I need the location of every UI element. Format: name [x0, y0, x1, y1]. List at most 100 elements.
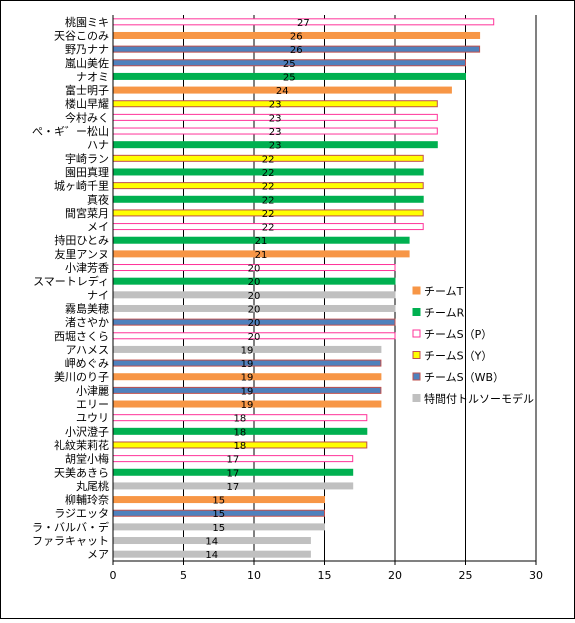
- data-label: 22: [262, 209, 275, 220]
- legend-label: チームT: [424, 285, 464, 298]
- data-label: 20: [248, 291, 261, 302]
- category-label: アハメス: [65, 343, 109, 356]
- data-label: 22: [262, 223, 275, 234]
- category-label: 小沢澄子: [65, 424, 109, 438]
- category-label: メイ: [87, 221, 109, 234]
- data-label: 23: [269, 100, 282, 111]
- data-label: 18: [234, 414, 247, 425]
- legend-swatch: [412, 394, 421, 402]
- category-label: ハナ: [87, 139, 109, 152]
- data-label: 17: [226, 455, 239, 466]
- legend-label: チームS（P）: [424, 328, 492, 341]
- category-label: 持田ひとみ: [54, 233, 109, 247]
- data-label: 19: [241, 400, 254, 411]
- x-tick-label: 0: [110, 569, 117, 582]
- data-label: 20: [248, 264, 261, 275]
- legend-label: 特間付トルソーモデル: [424, 392, 534, 406]
- x-tick-label: 25: [459, 569, 473, 582]
- data-label: 20: [248, 277, 261, 288]
- legend-label: チームS（Y）: [424, 350, 492, 363]
- category-label: ラジエッタ: [54, 507, 109, 520]
- category-label: 西堀さくら: [54, 330, 109, 343]
- category-label: 友里アンヌ: [54, 247, 109, 261]
- category-label: 美川のり子: [54, 371, 109, 384]
- data-label: 20: [248, 318, 261, 329]
- data-label: 24: [276, 86, 289, 97]
- data-label: 20: [248, 304, 261, 315]
- legend-swatch: [412, 351, 421, 359]
- data-label: 19: [241, 345, 254, 356]
- data-label: 23: [269, 141, 282, 152]
- category-label: 渚さやか: [65, 316, 109, 329]
- category-label: ユウリ: [76, 412, 109, 425]
- legend-swatch: [412, 308, 421, 316]
- data-label: 26: [290, 45, 303, 56]
- x-tick-label: 20: [388, 569, 402, 582]
- category-label: 天谷このみ: [54, 29, 109, 42]
- category-label: 間宮菜月: [65, 206, 109, 220]
- category-label: 城ヶ崎千里: [54, 179, 109, 193]
- data-label: 27: [297, 18, 310, 29]
- data-label: 17: [226, 468, 239, 479]
- data-label: 19: [241, 373, 254, 384]
- category-label: 岬めぐみ: [65, 357, 109, 370]
- legend-swatch: [412, 329, 421, 338]
- data-label: 22: [262, 168, 275, 179]
- x-tick-label: 10: [247, 569, 261, 582]
- category-label: 胡堂小梅: [65, 452, 109, 466]
- category-label: 富士明子: [65, 83, 109, 97]
- data-label: 15: [212, 523, 225, 534]
- data-label: 26: [290, 31, 303, 42]
- category-label: 園田真理: [65, 165, 109, 179]
- category-label: ぺ・ギ゛ー松山: [32, 124, 109, 138]
- category-label: 真夜: [87, 192, 109, 206]
- category-label: ナオミ: [76, 70, 109, 83]
- legend-swatch: [412, 372, 421, 381]
- category-label: 宇崎ラン: [65, 151, 109, 165]
- category-label: 霧島美穂: [65, 301, 109, 315]
- category-label: ナイ: [87, 289, 109, 302]
- category-label: ラ・バルバ・デ: [32, 520, 109, 534]
- x-tick-label: 15: [318, 569, 332, 582]
- category-label: スマートレディ: [33, 274, 109, 288]
- data-label: 18: [234, 427, 247, 438]
- category-label: エリー: [76, 398, 109, 411]
- category-label: 柳輔玲奈: [65, 493, 109, 507]
- data-label: 14: [205, 537, 218, 548]
- data-label: 22: [262, 195, 275, 206]
- data-label: 23: [269, 113, 282, 124]
- x-tick-label: 30: [529, 569, 543, 582]
- category-label: 天美あきら: [54, 466, 109, 479]
- data-label: 19: [241, 386, 254, 397]
- data-label: 22: [262, 154, 275, 165]
- data-label: 21: [255, 250, 268, 261]
- category-label: 丸尾桃: [76, 479, 109, 493]
- category-label: 嵐山美佐: [65, 56, 109, 70]
- legend-label: チームR: [424, 307, 465, 320]
- category-label: ファラキャット: [32, 535, 109, 548]
- legend-label: チームS（WB）: [424, 371, 504, 384]
- category-label: メア: [87, 548, 109, 561]
- legend-swatch: [412, 286, 421, 295]
- data-label: 21: [255, 236, 268, 247]
- data-label: 20: [248, 332, 261, 343]
- data-label: 18: [234, 441, 247, 452]
- category-label: 楼山早耀: [65, 97, 109, 111]
- data-label: 15: [212, 509, 225, 520]
- data-label: 15: [212, 496, 225, 507]
- category-label: 桃園ミキ: [65, 15, 109, 29]
- x-tick-label: 5: [180, 569, 187, 582]
- category-label: 小津芳香: [65, 261, 109, 275]
- data-label: 14: [205, 550, 218, 561]
- data-label: 17: [226, 482, 239, 493]
- data-label: 22: [262, 182, 275, 193]
- category-label: 野乃ナナ: [65, 43, 109, 56]
- category-label: 礼紋茉莉花: [54, 438, 109, 452]
- data-label: 25: [283, 59, 296, 70]
- category-label: 小津麗: [76, 384, 109, 397]
- data-label: 25: [283, 72, 296, 83]
- data-label: 23: [269, 127, 282, 138]
- category-label: 今村みく: [65, 110, 109, 124]
